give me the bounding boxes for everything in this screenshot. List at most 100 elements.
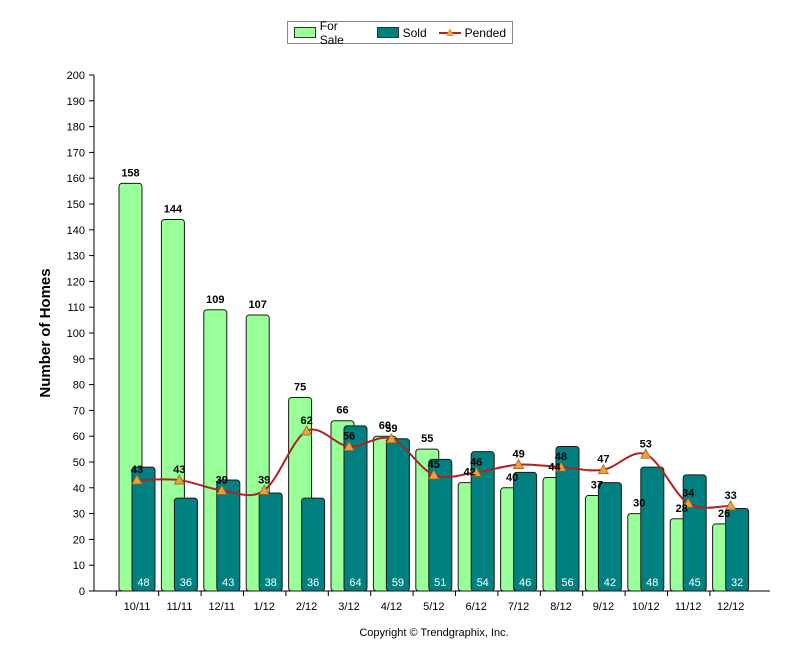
for-sale-data-label: 44 [548, 461, 561, 473]
x-tick-label: 12/11 [208, 601, 235, 613]
legend-item-pended: Pended [438, 25, 506, 40]
x-tick-label: 11/11 [166, 601, 192, 613]
sold-data-label: 56 [561, 577, 573, 589]
for-sale-data-label: 30 [633, 498, 645, 510]
sold-data-label: 45 [689, 577, 701, 589]
legend-label-for-sale: For Sale [319, 18, 344, 47]
pended-data-label: 59 [385, 423, 397, 435]
pended-marker [555, 461, 567, 472]
sold-data-label: 51 [434, 577, 446, 589]
x-tick-label: 3/12 [338, 601, 359, 613]
pended-line-swatch-icon [438, 27, 461, 38]
for-sale-data-label: 40 [506, 472, 518, 484]
legend-label-pended: Pended [464, 25, 506, 40]
sold-data-label: 54 [477, 577, 489, 589]
for-sale-data-label: 144 [164, 203, 183, 215]
bar-sold [470, 451, 495, 592]
pended-marker [173, 474, 186, 485]
for-sale-data-label: 26 [718, 508, 730, 520]
sold-data-label: 38 [265, 577, 277, 589]
y-tick-label: 190 [67, 96, 85, 108]
y-axis-title: Number of Homes [37, 268, 54, 397]
pended-data-label: 43 [173, 464, 185, 476]
pended-data-label: 56 [343, 431, 355, 443]
bar-sold [555, 446, 580, 592]
pended-data-label: 33 [724, 490, 736, 502]
y-tick-label: 80 [73, 380, 85, 392]
for-sale-data-label: 66 [336, 405, 348, 417]
legend-label-sold: Sold [402, 25, 427, 40]
x-tick-label: 10/11 [124, 601, 151, 613]
y-tick-label: 50 [73, 457, 85, 469]
y-tick-label: 130 [67, 251, 85, 263]
y-tick-label: 40 [73, 483, 85, 495]
sold-data-label: 64 [349, 577, 361, 589]
bar-sold [385, 438, 410, 592]
pended-marker [131, 474, 143, 485]
pended-marker [640, 448, 652, 459]
y-tick-label: 20 [73, 534, 85, 546]
sold-data-label: 36 [180, 577, 192, 589]
pended-marker [724, 500, 737, 511]
for-sale-data-label: 28 [676, 503, 688, 515]
y-tick-label: 60 [73, 431, 85, 443]
bar-sold [131, 466, 156, 592]
bar-sold [343, 425, 368, 592]
y-tick-label: 160 [67, 173, 85, 185]
x-tick-label: 5/12 [423, 601, 444, 613]
for-sale-data-label: 107 [249, 299, 267, 311]
y-tick-label: 110 [67, 302, 85, 314]
sold-data-label: 46 [519, 577, 531, 589]
y-tick-label: 120 [67, 276, 85, 288]
sold-data-label: 48 [137, 577, 149, 589]
x-tick-label: 8/12 [550, 601, 571, 613]
sold-swatch-icon [376, 27, 399, 38]
pended-marker [385, 432, 398, 444]
x-tick-label: 6/12 [465, 601, 486, 613]
y-tick-label: 0 [79, 586, 85, 598]
y-tick-label: 150 [67, 199, 85, 211]
pended-data-label: 45 [428, 459, 440, 471]
bar-sold [513, 471, 538, 592]
pended-data-label: 47 [597, 454, 609, 466]
pended-marker [512, 458, 525, 469]
pended-data-label: 53 [640, 438, 652, 450]
y-tick-label: 180 [67, 122, 85, 134]
copyright-text: Copyright © Trendgraphix, Inc. [359, 627, 509, 639]
for-sale-data-label: 109 [206, 294, 224, 306]
pended-marker [597, 463, 610, 475]
sold-data-label: 36 [307, 577, 319, 589]
pended-marker [300, 425, 313, 436]
bar-sold [173, 497, 198, 592]
for-sale-data-label: 60 [379, 420, 391, 432]
for-sale-data-label: 55 [421, 433, 433, 445]
pended-marker [343, 440, 355, 451]
y-tick-label: 100 [67, 328, 85, 340]
for-sale-data-label: 37 [591, 480, 603, 492]
x-tick-label: 2/12 [296, 601, 317, 613]
pended-data-label: 46 [470, 456, 482, 468]
sold-data-label: 59 [392, 577, 404, 589]
x-tick-label: 11/12 [675, 601, 702, 613]
pended-data-label: 43 [131, 464, 143, 476]
x-tick-label: 4/12 [381, 601, 402, 613]
legend: For Sale Sold Pended [287, 19, 513, 47]
pended-data-label: 49 [512, 449, 524, 461]
x-tick-label: 12/12 [717, 601, 745, 613]
sold-data-label: 32 [731, 577, 743, 589]
pended-data-label: 39 [216, 474, 228, 486]
pended-data-label: 62 [300, 415, 312, 427]
x-tick-label: 10/12 [632, 601, 660, 613]
bar-sold [597, 482, 622, 592]
legend-item-for-sale: For Sale [294, 19, 365, 47]
pended-data-label: 34 [682, 487, 695, 499]
y-tick-label: 70 [73, 405, 85, 417]
x-tick-label: 9/12 [593, 601, 614, 613]
pended-marker [216, 484, 228, 495]
bar-sold [301, 497, 326, 592]
x-tick-label: 7/12 [508, 601, 529, 613]
y-tick-label: 170 [67, 147, 85, 159]
bar-sold [725, 507, 750, 592]
for-sale-data-label: 42 [464, 467, 476, 479]
